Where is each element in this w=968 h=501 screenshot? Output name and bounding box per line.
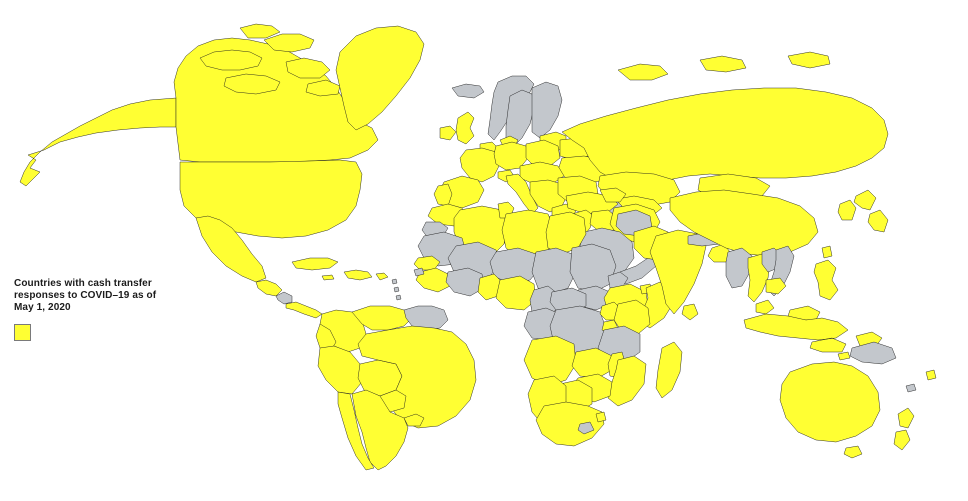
country-ivory-coast-burkina — [446, 268, 484, 296]
country-alaska — [20, 98, 176, 186]
country-zambia — [572, 348, 612, 378]
country-china — [670, 190, 818, 256]
region-russia-arctic-islands — [618, 52, 830, 80]
country-ireland — [440, 126, 456, 140]
country-taiwan — [822, 246, 832, 258]
legend-swatch-highlight — [14, 323, 31, 341]
country-timor-leste — [838, 352, 850, 360]
country-hispaniola-pr — [344, 270, 388, 280]
country-nigeria — [496, 276, 536, 310]
country-angola — [524, 336, 576, 386]
country-uruguay — [404, 414, 424, 426]
country-france — [460, 148, 500, 182]
region-canadian-arctic-islands — [200, 24, 340, 96]
country-finland — [532, 82, 562, 138]
country-guinea-sierraleone-liberia — [416, 268, 450, 292]
country-poland — [526, 140, 560, 166]
country-peru — [318, 346, 362, 394]
country-sri-lanka — [682, 304, 698, 320]
country-russia — [562, 88, 888, 184]
country-chile — [338, 392, 374, 470]
country-argentina — [352, 390, 408, 470]
country-south-africa — [536, 402, 604, 446]
country-mexico — [196, 216, 266, 282]
country-kenya — [614, 300, 650, 334]
country-myanmar — [726, 248, 752, 288]
map-legend: Countries with cash transfer responses t… — [14, 278, 194, 341]
country-japan — [854, 190, 888, 232]
country-venezuela — [352, 306, 412, 330]
country-brazil — [358, 326, 476, 428]
island-new-caledonia — [906, 384, 916, 392]
islands-lesser-antilles — [392, 279, 401, 300]
country-philippines — [814, 260, 838, 300]
country-mozambique — [608, 356, 646, 406]
country-eritrea — [608, 272, 628, 288]
country-jamaica — [322, 275, 334, 280]
country-lesotho — [578, 422, 594, 434]
country-guyana-suriname-guyane — [404, 306, 448, 330]
country-eswatini — [596, 412, 606, 422]
country-papua-new-guinea — [850, 342, 896, 364]
country-cuba — [292, 258, 338, 270]
country-guinea-bissau — [414, 268, 424, 276]
legend-title: Countries with cash transfer responses t… — [14, 278, 157, 314]
country-fiji — [926, 370, 936, 380]
country-united-kingdom — [456, 112, 474, 144]
country-sudan — [570, 244, 616, 292]
country-tasmania — [844, 446, 862, 458]
country-cambodia — [766, 278, 786, 294]
country-greenland — [336, 26, 424, 130]
country-madagascar — [656, 342, 682, 398]
country-niger — [490, 248, 540, 284]
country-georgia-armenia-azerbaijan — [600, 188, 626, 202]
country-costa-rica-panama — [286, 302, 322, 318]
country-australia — [780, 362, 880, 442]
country-new-zealand — [894, 408, 914, 450]
country-indonesia — [744, 314, 882, 352]
country-iceland — [452, 84, 484, 98]
country-portugal — [434, 184, 452, 206]
country-nicaragua — [276, 292, 292, 304]
country-sweden — [506, 90, 534, 146]
country-chad — [532, 248, 576, 294]
country-guatemala-honduras-elsalvador — [256, 280, 282, 296]
country-korea — [838, 200, 856, 220]
